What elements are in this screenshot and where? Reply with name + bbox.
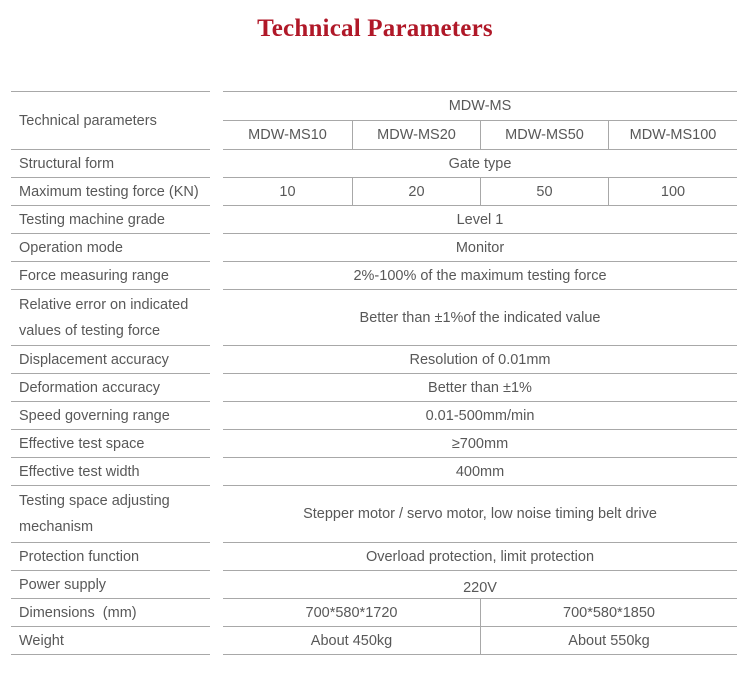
model-name: MDW-MS50 <box>480 121 608 149</box>
row-label: Structural form <box>11 150 210 178</box>
row-label: Effective test space <box>11 430 210 458</box>
table-row: Relative error on indicated values of te… <box>11 290 737 346</box>
cell-value: 100 <box>608 178 737 205</box>
row-label: Testing space adjusting mechanism <box>11 486 210 543</box>
row-label: Protection function <box>11 543 210 571</box>
table-row: Effective test space ≥700mm <box>11 430 737 458</box>
table-row: Power supply 220V <box>11 571 737 599</box>
row-value: 2%-100% of the maximum testing force <box>223 262 737 290</box>
row-label: Speed governing range <box>11 402 210 430</box>
row-label: Effective test width <box>11 458 210 486</box>
model-name: MDW-MS20 <box>352 121 480 149</box>
spec-table: Technical parameters MDW-MS MDW-MS10 MDW… <box>11 91 737 655</box>
row-value: Overload protection, limit protection <box>223 543 737 571</box>
table-row: Dimensions (mm) 700*580*1720 700*580*185… <box>11 599 737 627</box>
row-value: 220V <box>223 571 737 599</box>
cell-value: 700*580*1850 <box>480 599 737 626</box>
cell-value: 10 <box>279 183 296 200</box>
cell-value: About 550kg <box>480 627 737 654</box>
row-label: Force measuring range <box>11 262 210 290</box>
table-header-row: Technical parameters MDW-MS MDW-MS10 MDW… <box>11 91 737 150</box>
row-value: Stepper motor / servo motor, low noise t… <box>223 486 737 543</box>
table-row: Force measuring range 2%-100% of the max… <box>11 262 737 290</box>
model-name: MDW-MS10 <box>248 127 327 143</box>
header-label: Technical parameters <box>11 91 210 150</box>
row-values: 700*580*1720 700*580*1850 <box>223 599 737 627</box>
model-name: MDW-MS100 <box>608 121 737 149</box>
model-names-row: MDW-MS10 MDW-MS20 MDW-MS50 MDW-MS100 <box>223 121 737 150</box>
table-row: Displacement accuracy Resolution of 0.01… <box>11 346 737 374</box>
row-values: About 450kg About 550kg <box>223 627 737 655</box>
table-row: Testing space adjusting mechanism Steppe… <box>11 486 737 543</box>
table-row: Speed governing range 0.01-500mm/min <box>11 402 737 430</box>
cell-value: 50 <box>480 178 608 205</box>
row-value: Resolution of 0.01mm <box>223 346 737 374</box>
row-value: Level 1 <box>223 206 737 234</box>
page-title: Technical Parameters <box>257 15 493 42</box>
row-value: Better than ±1%of the indicated value <box>223 290 737 346</box>
cell-value: 700*580*1720 <box>305 604 398 621</box>
table-row: Weight About 450kg About 550kg <box>11 627 737 655</box>
header-model-block: MDW-MS MDW-MS10 MDW-MS20 MDW-MS50 MDW-MS… <box>223 91 737 150</box>
table-row: Structural form Gate type <box>11 150 737 178</box>
table-row: Protection function Overload protection,… <box>11 543 737 571</box>
row-values: 10 20 50 100 <box>223 178 737 206</box>
table-row: Testing machine grade Level 1 <box>11 206 737 234</box>
table-row: Effective test width 400mm <box>11 458 737 486</box>
row-label: Weight <box>11 627 210 655</box>
column-gap <box>210 91 223 150</box>
row-label: Displacement accuracy <box>11 346 210 374</box>
row-value: Gate type <box>223 150 737 178</box>
row-value: Better than ±1% <box>223 374 737 402</box>
row-label: Operation mode <box>11 234 210 262</box>
row-value: 0.01-500mm/min <box>223 402 737 430</box>
row-label: Maximum testing force (KN) <box>11 178 210 206</box>
row-label: Relative error on indicated values of te… <box>11 290 210 346</box>
series-name: MDW-MS <box>223 91 737 121</box>
row-label: Testing machine grade <box>11 206 210 234</box>
table-row: Deformation accuracy Better than ±1% <box>11 374 737 402</box>
cell-value: About 450kg <box>310 632 393 649</box>
row-value: Monitor <box>223 234 737 262</box>
row-label: Dimensions (mm) <box>11 599 210 627</box>
row-value: 400mm <box>223 458 737 486</box>
row-label: Power supply <box>11 571 210 599</box>
row-value: ≥700mm <box>223 430 737 458</box>
table-row: Maximum testing force (KN) 10 20 50 100 <box>11 178 737 206</box>
row-label: Deformation accuracy <box>11 374 210 402</box>
cell-value: 20 <box>352 178 480 205</box>
table-row: Operation mode Monitor <box>11 234 737 262</box>
